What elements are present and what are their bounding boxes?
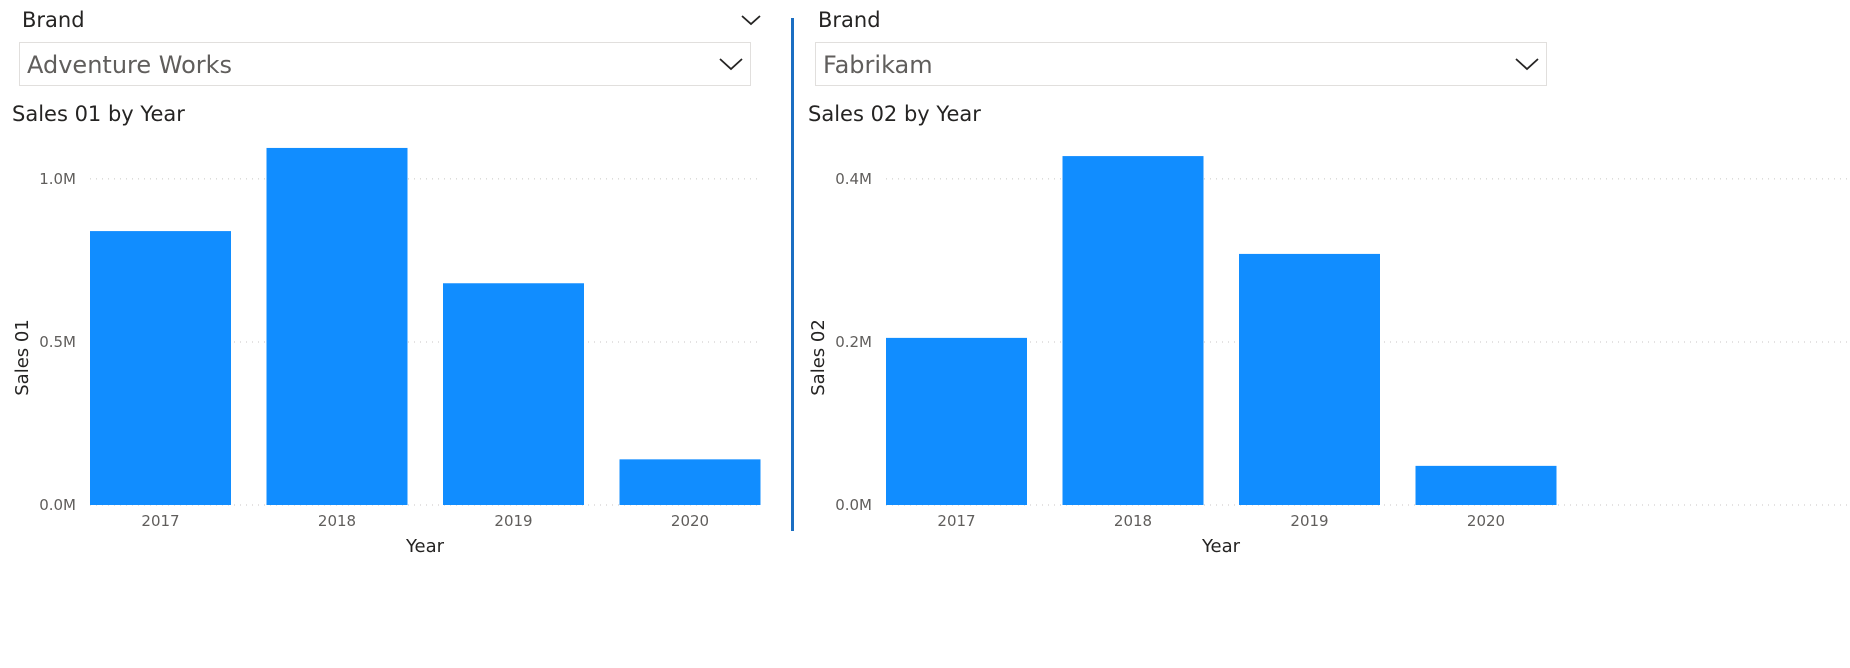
x-tick-label: 2018 [318, 512, 356, 530]
chevron-down-icon[interactable] [740, 12, 762, 28]
bar-2019[interactable] [1239, 253, 1380, 505]
bar-chart: 0.0M 0.2M 0.4M 2017 2018 2019 2020 Sales 02 Year [808, 156, 1850, 557]
x-tick-label: 2020 [1467, 512, 1505, 530]
brand-dropdown-value: Fabrikam [823, 51, 933, 79]
x-axis-title: Year [405, 536, 445, 557]
brand-dropdown-value: Adventure Works [27, 51, 233, 79]
brand-dropdown[interactable]: Adventure Works [19, 42, 751, 86]
panel-divider [791, 18, 794, 531]
visual-panel-2: Brand Fabrikam Sales 02 by Year 0.0M 0.2M… [796, 0, 1850, 668]
x-tick-label: 2017 [937, 512, 975, 530]
x-tick-label: 2018 [1114, 512, 1152, 530]
x-tick-label: 2017 [141, 512, 179, 530]
x-tick-label: 2020 [671, 512, 709, 530]
y-axis-title: Sales 01 [12, 319, 33, 396]
chevron-down-icon[interactable] [718, 55, 744, 73]
bar-2020[interactable] [619, 459, 761, 505]
chevron-down-icon[interactable] [1514, 55, 1540, 73]
bar-2017[interactable] [90, 231, 231, 505]
y-tick-label: 0.0M [39, 496, 76, 514]
chart-title: Sales 01 by Year [12, 102, 185, 126]
bar-2018[interactable] [266, 147, 408, 505]
slicer-title: Brand [22, 8, 85, 32]
slicer-title: Brand [818, 8, 881, 32]
bar-chart: 0.0M 0.5M 1.0M 2017 2018 2019 2020 Sales 01 Year [12, 147, 761, 557]
brand-dropdown[interactable]: Fabrikam [815, 42, 1547, 86]
y-tick-label: 0.4M [835, 170, 872, 188]
bar-2017[interactable] [886, 337, 1027, 505]
y-tick-label: 0.2M [835, 333, 872, 351]
y-axis-title: Sales 02 [808, 319, 829, 396]
visual-panel-1: Brand Adventure Works Sales 01 by Year 0… [0, 0, 790, 668]
bar-2020[interactable] [1415, 465, 1557, 505]
y-tick-label: 0.0M [835, 496, 872, 514]
x-tick-label: 2019 [494, 512, 532, 530]
brand-slicer-header: Brand [818, 8, 1558, 36]
x-axis-title: Year [1201, 536, 1241, 557]
bar-2018[interactable] [1062, 156, 1204, 505]
x-tick-label: 2019 [1290, 512, 1328, 530]
chart-title: Sales 02 by Year [808, 102, 981, 126]
y-tick-label: 0.5M [39, 333, 76, 351]
bar-2019[interactable] [443, 283, 584, 505]
y-tick-label: 1.0M [39, 170, 76, 188]
brand-slicer-header: Brand [22, 8, 762, 36]
